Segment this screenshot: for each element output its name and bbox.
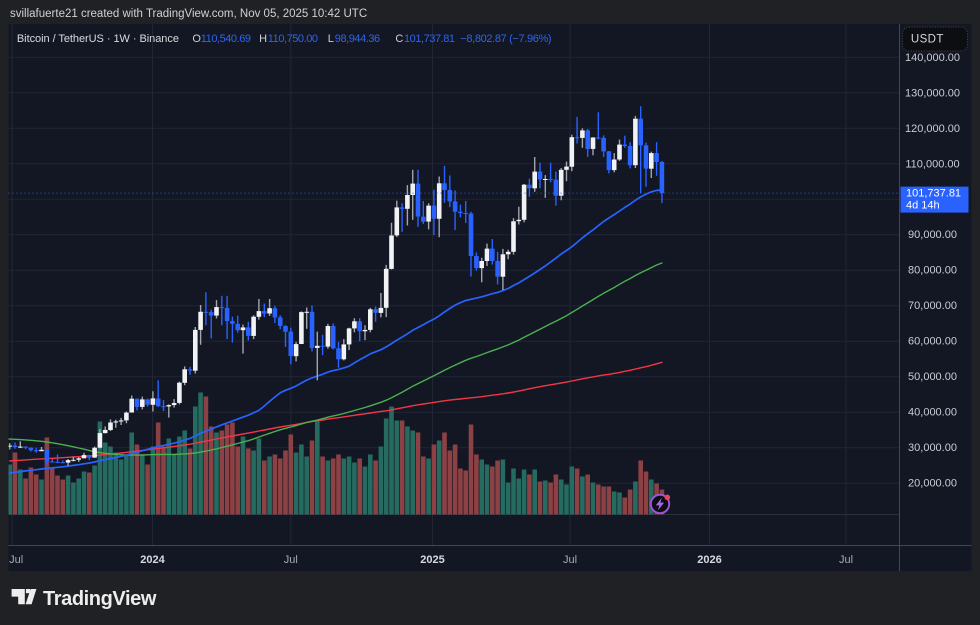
svg-text:50,000.00: 50,000.00: [908, 371, 957, 383]
svg-text:Jul: Jul: [284, 554, 298, 566]
svg-text:−8,802.87 (−7.96%): −8,802.87 (−7.96%): [460, 33, 551, 45]
svg-text:60,000.00: 60,000.00: [908, 336, 957, 348]
svg-text:140,000.00: 140,000.00: [905, 52, 960, 64]
svg-text:2025: 2025: [420, 554, 444, 566]
svg-text:70,000.00: 70,000.00: [908, 300, 957, 312]
svg-text:svillafuerte21 created with Tr: svillafuerte21 created with TradingView.…: [10, 8, 367, 20]
svg-text:2024: 2024: [140, 554, 165, 566]
svg-text:TradingView: TradingView: [43, 588, 157, 610]
svg-text:130,000.00: 130,000.00: [905, 87, 960, 99]
svg-text:30,000.00: 30,000.00: [908, 442, 957, 454]
svg-text:98,944.36: 98,944.36: [335, 33, 380, 45]
svg-text:101,737.81: 101,737.81: [906, 188, 961, 200]
svg-text:USDT: USDT: [911, 34, 944, 46]
svg-text:110,000.00: 110,000.00: [905, 158, 959, 170]
svg-text:Jul: Jul: [839, 554, 853, 566]
svg-text:2026: 2026: [697, 554, 721, 566]
svg-text:Jul: Jul: [9, 554, 23, 566]
svg-text:20,000.00: 20,000.00: [908, 478, 957, 490]
svg-text:40,000.00: 40,000.00: [908, 407, 957, 419]
svg-text:90,000.00: 90,000.00: [908, 229, 957, 241]
svg-text:C: C: [395, 33, 403, 45]
svg-text:L: L: [328, 33, 334, 45]
svg-text:110,540.69: 110,540.69: [201, 33, 251, 45]
svg-text:O: O: [192, 33, 201, 45]
svg-text:4d 14h: 4d 14h: [906, 200, 940, 212]
svg-text:110,750.00: 110,750.00: [268, 33, 318, 45]
svg-text:80,000.00: 80,000.00: [908, 265, 957, 277]
svg-text:Bitcoin / TetherUS · 1W · Bina: Bitcoin / TetherUS · 1W · Binance: [17, 33, 179, 45]
svg-text:Jul: Jul: [563, 554, 577, 566]
svg-text:101,737.81: 101,737.81: [404, 33, 455, 45]
svg-text:120,000.00: 120,000.00: [905, 123, 960, 135]
svg-text:H: H: [259, 33, 267, 45]
